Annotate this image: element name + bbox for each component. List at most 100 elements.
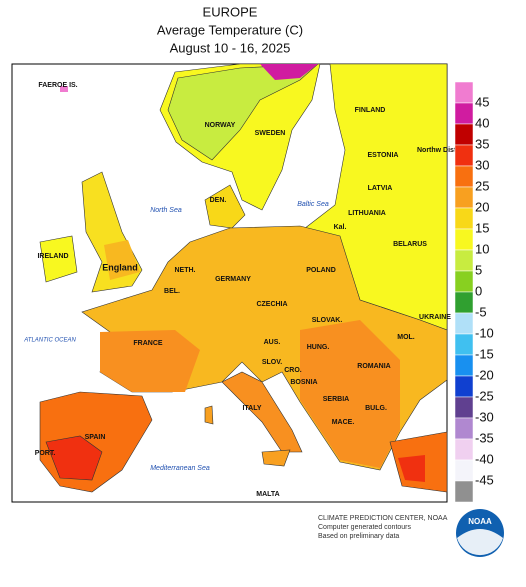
label: CRO.	[284, 367, 302, 374]
legend-label: 20	[475, 199, 489, 214]
label: BEL.	[164, 288, 180, 295]
label: PORT.	[35, 450, 56, 457]
label: MALTA	[256, 491, 279, 498]
legend-swatch	[454, 480, 474, 503]
legend-swatch	[454, 249, 474, 272]
label: AUS.	[264, 339, 281, 346]
sea-label: ATLANTIC OCEAN	[23, 338, 76, 344]
footer-line: Computer generated contours	[318, 524, 411, 531]
label: IRELAND	[37, 253, 68, 260]
label: BULG.	[365, 405, 387, 412]
legend-swatch	[454, 165, 474, 188]
faeroe-mark	[60, 86, 68, 92]
legend-swatch	[454, 102, 474, 125]
label: ITALY	[242, 405, 261, 412]
logo-wave	[457, 529, 503, 556]
footer-line: Based on preliminary data	[318, 533, 399, 540]
label: FRANCE	[133, 340, 162, 347]
legend-label: -25	[475, 388, 494, 403]
label: HUNG.	[307, 344, 330, 351]
label: NORWAY	[205, 122, 236, 129]
legend-label: 40	[475, 115, 489, 130]
legend-label: 0	[475, 283, 482, 298]
legend-label: -15	[475, 346, 494, 361]
france-south	[100, 330, 200, 392]
label: MOL.	[397, 334, 415, 341]
legend-swatch	[454, 123, 474, 146]
legend-swatch	[454, 417, 474, 440]
legend-label: 30	[475, 157, 489, 172]
label: UKRAINE	[419, 314, 451, 321]
iberia-hot	[45, 435, 103, 481]
legend-label: -20	[475, 367, 494, 382]
sea-label: Mediterranean Sea	[150, 465, 210, 472]
legend-swatch	[454, 459, 474, 482]
legend-swatch	[454, 81, 474, 104]
legend-label: 45	[475, 94, 489, 109]
label: NETH.	[175, 267, 196, 274]
legend-label: -35	[475, 430, 494, 445]
legend-label: -10	[475, 325, 494, 340]
legend-swatch	[454, 333, 474, 356]
label: LATVIA	[368, 185, 393, 192]
legend-swatch	[454, 207, 474, 230]
dates: August 10 - 16, 2025	[170, 40, 291, 55]
subtitle: Average Temperature (C)	[157, 22, 303, 37]
legend-label: -40	[475, 451, 494, 466]
italy	[221, 371, 303, 453]
label: MACE.	[332, 419, 355, 426]
legend-label: -30	[475, 409, 494, 424]
denmark	[204, 184, 246, 229]
england-warm	[104, 240, 140, 280]
legend-swatch	[454, 228, 474, 251]
corsica	[204, 405, 214, 425]
legend-swatch	[454, 270, 474, 293]
label: FAEROE IS.	[38, 82, 77, 89]
legend-swatch	[454, 396, 474, 419]
legend-label: -5	[475, 304, 487, 319]
map-labels: FAEROE IS. NORWAY SWEDEN FINLAND ESTONIA…	[23, 82, 459, 498]
legend-label: -45	[475, 472, 494, 487]
label: England	[102, 262, 138, 272]
label: SERBIA	[323, 396, 349, 403]
label: BELARUS	[393, 241, 427, 248]
label: SLOVAK.	[312, 317, 343, 324]
label: SLOV.	[262, 359, 282, 366]
legend-label: 15	[475, 220, 489, 235]
title: EUROPE	[203, 4, 258, 19]
legend-label: 10	[475, 241, 489, 256]
legend-label: 25	[475, 178, 489, 193]
legend-swatch	[454, 291, 474, 314]
label: DEN.	[210, 197, 227, 204]
legend-label: 5	[475, 262, 482, 277]
legend-swatch	[454, 375, 474, 398]
legend-swatch	[454, 144, 474, 167]
legend-swatch	[454, 312, 474, 335]
label: BOSNIA	[290, 379, 317, 386]
label: ROMANIA	[357, 363, 390, 370]
legend: 45 40 35 30 25 20 15 10 5 0 -5 -10 -15 -20 -25 -30 -35 -4…	[454, 81, 494, 503]
sea-label: North Sea	[150, 207, 182, 214]
ireland	[39, 235, 78, 283]
sea-label: Baltic Sea	[297, 201, 329, 208]
logo-text: NOAA	[468, 517, 492, 526]
balkans	[300, 320, 400, 468]
label: SWEDEN	[255, 130, 286, 137]
noaa-logo: NOAA	[456, 509, 504, 557]
footer-line: CLIMATE PREDICTION CENTER, NOAA	[318, 515, 448, 522]
legend-swatch	[454, 438, 474, 461]
label: GERMANY	[215, 276, 251, 283]
north-hot	[260, 64, 318, 80]
label: LITHUANIA	[348, 210, 386, 217]
label: ESTONIA	[368, 152, 399, 159]
legend-swatch	[454, 354, 474, 377]
label: CZECHIA	[256, 301, 287, 308]
sicily	[261, 449, 291, 467]
turkey-hot	[398, 455, 425, 482]
label: Kal.	[334, 224, 347, 231]
label: SPAIN	[85, 434, 106, 441]
label: Northw Distr	[417, 147, 459, 154]
legend-label: 35	[475, 136, 489, 151]
legend-swatch	[454, 186, 474, 209]
